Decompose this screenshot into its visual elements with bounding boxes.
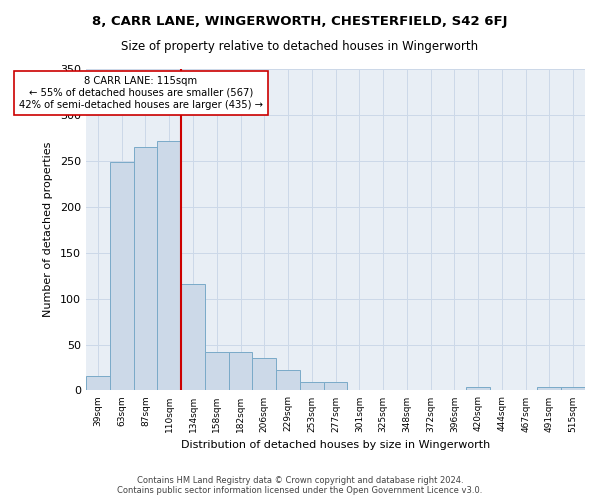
Bar (538, 387, 561, 390)
Text: 8, CARR LANE, WINGERWORTH, CHESTERFIELD, S42 6FJ: 8, CARR LANE, WINGERWORTH, CHESTERFIELD,… (92, 15, 508, 28)
Bar (466, 387, 490, 390)
Bar (229, 352, 253, 391)
Bar (181, 284, 205, 391)
Bar (253, 358, 276, 390)
Text: 8 CARR LANE: 115sqm
← 55% of detached houses are smaller (567)
42% of semi-detac: 8 CARR LANE: 115sqm ← 55% of detached ho… (19, 76, 263, 110)
Bar (323, 382, 347, 390)
Bar (110, 162, 134, 390)
Bar (561, 387, 585, 390)
Bar (205, 352, 229, 391)
X-axis label: Distribution of detached houses by size in Wingerworth: Distribution of detached houses by size … (181, 440, 490, 450)
Text: Contains HM Land Registry data © Crown copyright and database right 2024.
Contai: Contains HM Land Registry data © Crown c… (118, 476, 482, 495)
Bar (300, 382, 323, 390)
Bar (134, 147, 157, 390)
Bar (86, 376, 110, 390)
Y-axis label: Number of detached properties: Number of detached properties (43, 142, 53, 318)
Bar (157, 140, 181, 390)
Text: Size of property relative to detached houses in Wingerworth: Size of property relative to detached ho… (121, 40, 479, 53)
Bar (276, 370, 300, 390)
